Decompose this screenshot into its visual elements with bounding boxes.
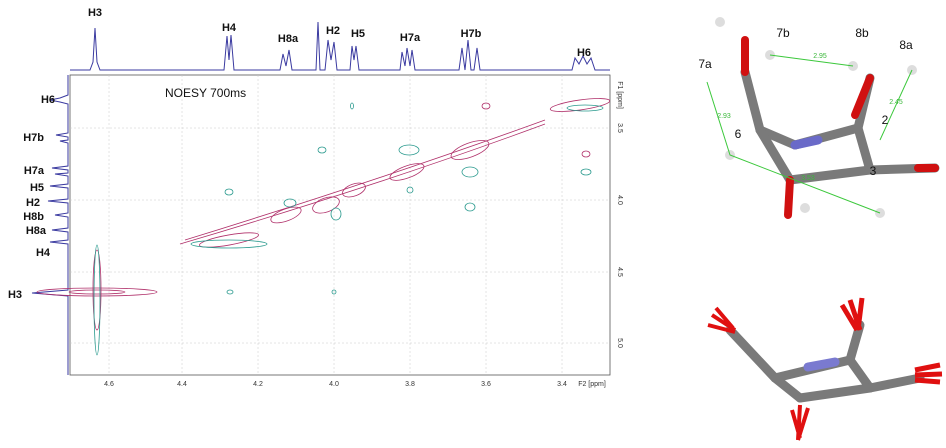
bond — [870, 378, 920, 388]
cross-peak — [225, 189, 233, 195]
atom — [715, 17, 725, 27]
atom-label: 7b — [776, 26, 790, 40]
distance-label: 2.45 — [889, 99, 903, 106]
x-tick-label: 4.4 — [177, 381, 187, 388]
y-tick-label: 4.5 — [616, 267, 623, 277]
peak — [94, 245, 100, 355]
distance-label: 2.95 — [813, 53, 827, 60]
molecule-model: 7b 8b 8a 7a 6 2 3 2.95 2.93 2.45 3.53 — [698, 17, 935, 218]
distance-label: 3.53 — [801, 175, 815, 182]
bond — [858, 128, 870, 170]
peak-label: H5 — [351, 28, 365, 40]
contours — [37, 96, 610, 355]
peak-label: H3 — [88, 7, 102, 19]
spectrum-title: NOESY 700ms — [165, 86, 246, 100]
peak — [191, 240, 267, 248]
bond — [808, 362, 835, 367]
peak-label: H4 — [36, 247, 51, 259]
oxygen-ensemble — [708, 308, 735, 332]
peak — [388, 160, 426, 184]
diagonal-ridge — [185, 120, 545, 240]
x-tick-label: 3.6 — [481, 381, 491, 388]
bond — [788, 180, 790, 215]
peak — [449, 137, 491, 164]
atom-label: 6 — [735, 127, 742, 141]
peak-label: H7b — [461, 28, 482, 40]
peak-label: H7a — [400, 32, 421, 44]
atom-label: 2 — [882, 113, 889, 127]
peak-label: H8a — [278, 33, 299, 45]
bond — [795, 140, 818, 145]
peak-label: H5 — [30, 182, 44, 194]
bond — [800, 388, 870, 398]
bond — [745, 72, 760, 130]
peak — [310, 194, 341, 217]
oxygen-ensemble — [792, 405, 808, 440]
cross-peak — [351, 103, 354, 109]
y-tick-label: 3.5 — [616, 123, 623, 133]
x-axis-label: F2 [ppm] — [578, 381, 606, 388]
peak-label: H6 — [577, 47, 591, 59]
plot-frame — [70, 75, 610, 375]
atom-label: 8a — [899, 38, 913, 52]
y-tick-label: 4.0 — [616, 195, 623, 205]
x-tick-label: 3.8 — [405, 381, 415, 388]
peak-label: H3 — [8, 289, 22, 301]
atom — [800, 203, 810, 213]
peak-label: H8a — [26, 225, 47, 237]
grid — [70, 75, 610, 375]
y-tick-label: 5.0 — [616, 338, 623, 348]
bond — [850, 360, 870, 388]
peak-label: H2 — [26, 197, 40, 209]
peak-label: H7b — [23, 132, 44, 144]
diagonal-ridge — [180, 124, 545, 244]
x-tick-label: 3.4 — [557, 381, 567, 388]
x-tick-label: 4.6 — [104, 381, 114, 388]
peak — [69, 290, 125, 294]
figure: NOESY 700ms H3 H4 H8a H2 H5 H7a H7b H6 H… — [0, 0, 946, 448]
ensemble-model — [708, 298, 942, 440]
cross-peak — [227, 290, 233, 294]
oxygen-ensemble — [915, 365, 942, 382]
cross-peak — [462, 167, 478, 177]
peak-label: H6 — [41, 94, 55, 106]
cross-peak — [399, 145, 419, 155]
x-tick-label: 4.2 — [253, 381, 263, 388]
cross-peak — [581, 169, 591, 175]
atom-label: 7a — [698, 57, 712, 71]
peak — [37, 288, 157, 296]
atom-label: 8b — [855, 26, 869, 40]
atom-label: 3 — [870, 164, 877, 178]
cross-peak — [318, 147, 326, 153]
peak-label: H7a — [24, 165, 45, 177]
bond — [775, 378, 800, 398]
peak — [269, 204, 303, 226]
cross-peak — [582, 151, 590, 157]
peak-label: H2 — [326, 25, 340, 37]
distance-label: 2.93 — [717, 113, 731, 120]
spectrum: NOESY 700ms H3 H4 H8a H2 H5 H7a H7b H6 H… — [8, 7, 623, 388]
peak — [567, 105, 603, 111]
peak-label: H8b — [23, 211, 44, 223]
cross-peak — [331, 208, 341, 220]
x-tick-label: 4.0 — [329, 381, 339, 388]
cross-peak — [465, 203, 475, 211]
bond — [730, 330, 775, 378]
oxygen-ensemble — [842, 298, 862, 330]
y-axis-label: F1 [ppm] — [616, 81, 623, 109]
peak-label: H4 — [222, 22, 237, 34]
